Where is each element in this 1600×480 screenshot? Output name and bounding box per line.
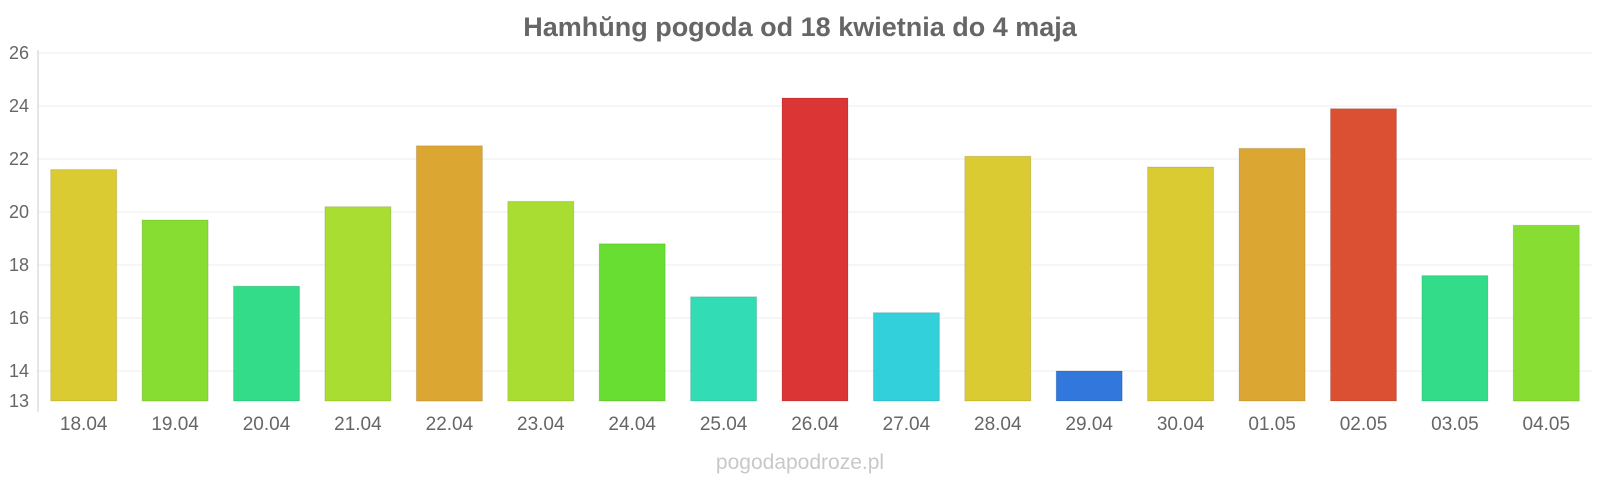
y-tick-label: 20 <box>9 202 29 222</box>
x-tick-label: 18.04 <box>60 414 108 435</box>
bar-25.04 <box>690 296 758 402</box>
y-tick-label: 24 <box>9 96 29 116</box>
x-tick-label: 24.04 <box>608 414 656 435</box>
bar-18.04 <box>50 169 118 402</box>
y-axis: 13 14 16 18 20 22 24 26 <box>9 43 39 412</box>
y-tick-label: 13 <box>9 391 29 411</box>
x-tick-label: 23.04 <box>517 414 565 435</box>
bar-29.04 <box>1055 370 1123 402</box>
x-tick-label: 20.04 <box>243 414 291 435</box>
watermark-text: pogodapodroze.pl <box>716 451 884 474</box>
bar-03.05 <box>1421 275 1489 402</box>
bar-21.04 <box>324 206 392 402</box>
bar-01.05 <box>1238 147 1306 402</box>
x-tick-label: 19.04 <box>151 414 199 435</box>
bar-28.04 <box>964 155 1032 402</box>
x-tick-label: 30.04 <box>1157 414 1205 435</box>
bar-27.04 <box>872 312 940 402</box>
bar-23.04 <box>507 200 575 402</box>
y-tick-label: 14 <box>9 361 29 381</box>
y-tick-label: 18 <box>9 255 29 275</box>
x-tick-label: 02.05 <box>1340 414 1388 435</box>
x-tick-label: 01.05 <box>1248 414 1296 435</box>
bar-04.05 <box>1512 224 1580 402</box>
x-tick-label: 21.04 <box>334 414 382 435</box>
x-tick-label: 29.04 <box>1065 414 1113 435</box>
y-tick-label: 16 <box>9 308 29 328</box>
bar-19.04 <box>141 219 209 402</box>
chart-title: Hamhŭng pogoda od 18 kwietnia do 4 maja <box>523 12 1078 42</box>
y-tick-label: 22 <box>9 149 29 169</box>
x-tick-label: 27.04 <box>883 414 931 435</box>
x-tick-label: 03.05 <box>1431 414 1479 435</box>
x-tick-label: 28.04 <box>974 414 1022 435</box>
bars <box>50 97 1580 402</box>
x-axis-labels: 18.04 19.04 20.04 21.04 22.04 23.04 24.04 25.04… <box>60 414 1570 435</box>
bar-20.04 <box>233 285 300 402</box>
y-tick-label: 26 <box>9 43 29 63</box>
x-tick-label: 25.04 <box>700 414 748 435</box>
x-tick-label: 26.04 <box>791 414 839 435</box>
x-tick-label: 04.05 <box>1523 414 1571 435</box>
bar-26.04 <box>781 97 849 402</box>
bar-02.05 <box>1330 108 1397 402</box>
bar-24.04 <box>598 243 666 402</box>
bar-22.04 <box>415 145 483 402</box>
x-tick-label: 22.04 <box>426 414 474 435</box>
bar-30.04 <box>1147 166 1215 402</box>
